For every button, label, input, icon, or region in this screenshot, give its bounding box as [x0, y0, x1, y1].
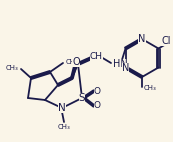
Text: O: O [93, 102, 101, 110]
Text: CH₃: CH₃ [144, 85, 157, 91]
Text: N: N [58, 103, 66, 113]
Text: O: O [72, 57, 80, 67]
Text: CH₃: CH₃ [58, 124, 70, 130]
Text: CH: CH [89, 52, 102, 60]
Text: N: N [122, 62, 129, 73]
Text: HN: HN [113, 59, 128, 69]
Text: CH₃: CH₃ [5, 65, 18, 71]
Text: Cl: Cl [161, 36, 171, 46]
Text: CH₃: CH₃ [66, 59, 79, 65]
Text: O: O [93, 86, 101, 96]
Text: N: N [138, 34, 146, 44]
Text: S: S [79, 93, 85, 103]
